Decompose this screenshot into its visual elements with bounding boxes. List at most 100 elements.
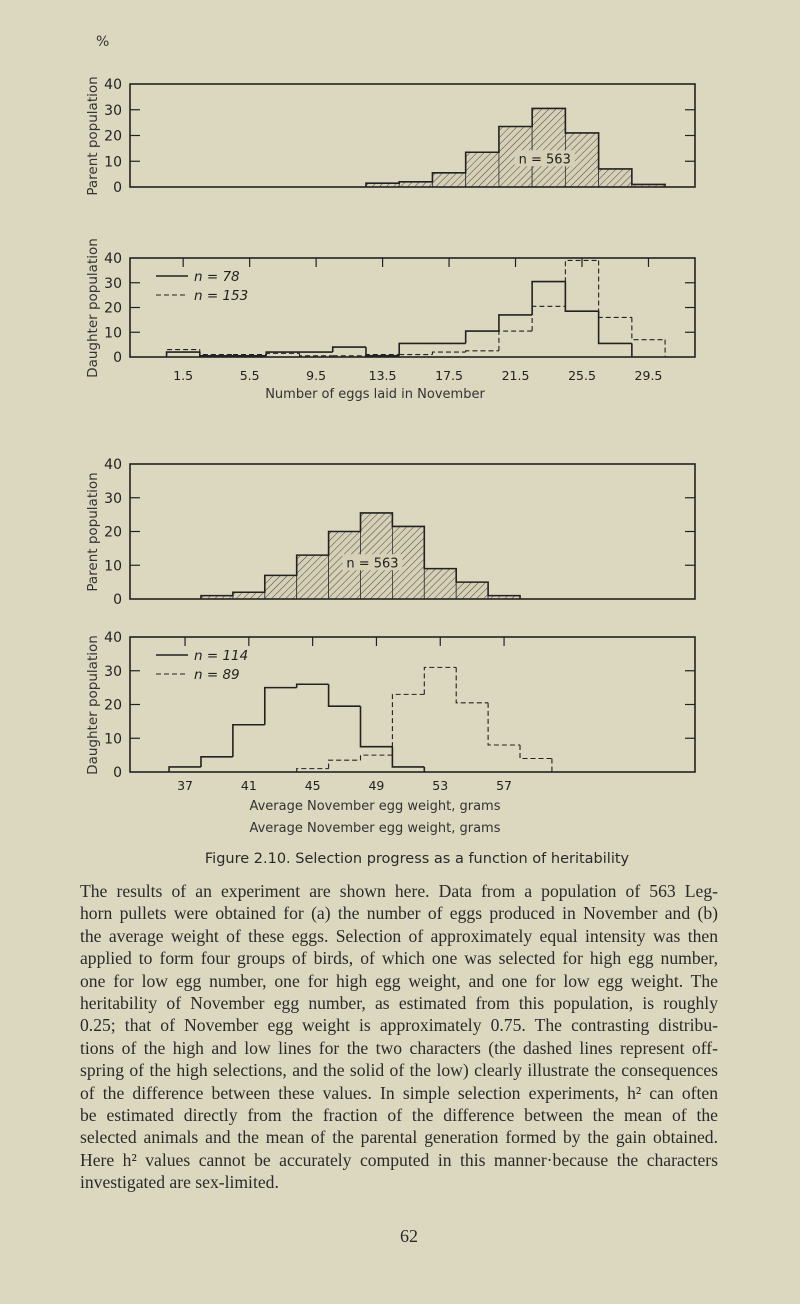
dashed-histogram-step [564, 259, 599, 307]
y-tick-label: 40 [104, 457, 122, 473]
histogram-bar [264, 574, 298, 600]
y-tick-label: 30 [104, 664, 122, 680]
x-tick-label: 57 [496, 778, 512, 793]
paragraph-line: one for low egg number, one for high egg… [80, 970, 718, 991]
paragraph-line: applied to form four groups of birds, of… [80, 948, 718, 969]
solid-histogram-step [295, 683, 329, 688]
histogram-outline [365, 107, 666, 187]
dashed-histogram-step [465, 350, 499, 353]
percent-symbol: % [96, 34, 109, 50]
dashed-histogram-step [298, 353, 333, 357]
solid-histogram-step [498, 314, 533, 332]
histogram-bar [598, 168, 633, 188]
y-tick-label: 0 [113, 765, 122, 781]
solid-histogram-step [168, 766, 201, 772]
x-tick-label: 21.5 [502, 368, 530, 383]
y-tick-label: 10 [104, 325, 122, 341]
x-tick-label: 41 [241, 778, 257, 793]
x-tick-label: 53 [432, 778, 448, 793]
body-paragraph: The results of an experiment are shown h… [80, 880, 718, 1193]
dashed-histogram-step [359, 754, 393, 761]
dashed-histogram-step [455, 667, 489, 704]
page-number: 62 [400, 1226, 418, 1246]
y-tick-label: 30 [104, 103, 122, 119]
dashed-histogram-step [519, 745, 552, 760]
solid-histogram-step [391, 746, 425, 768]
dashed-histogram-step [328, 759, 361, 769]
paragraph-line: investigated are sex-limited. [80, 1172, 279, 1193]
y-tick-label: 20 [104, 301, 122, 317]
paragraph-line: selected animals and the mean of the par… [80, 1127, 718, 1148]
solid-histogram-step [263, 686, 297, 725]
y-tick-label: 0 [113, 350, 122, 366]
solid-histogram-step [331, 346, 366, 353]
histogram-bar [296, 554, 329, 600]
histogram-bar [423, 568, 457, 600]
paragraph-line: spring of the high selections, and the s… [80, 1060, 718, 1081]
solid-histogram-step [398, 342, 433, 356]
dashed-histogram-step [296, 768, 329, 772]
solid-histogram-step [597, 311, 632, 345]
annotation-background [514, 150, 575, 167]
paragraph-line: Here h² values cannot be accurately comp… [80, 1149, 718, 1170]
paragraph-line: of the difference between these values. … [80, 1082, 718, 1103]
figure-2-10: % Average November egg weight, grams 0 10… [85, 34, 696, 836]
histogram-bar [455, 581, 489, 600]
sample-size-annotation: n = 563 [519, 152, 571, 167]
y-tick-label: 40 [104, 251, 122, 267]
dashed-histogram-step [598, 260, 632, 318]
solid-histogram-step [531, 280, 566, 315]
y-tick-label: 40 [104, 630, 122, 646]
y-tick-label: 10 [104, 558, 122, 574]
solid-histogram-step [365, 347, 400, 357]
dashed-histogram-step [423, 666, 457, 695]
y-axis-label: Parent population [85, 472, 101, 591]
paragraph-line: be estimated directly from the fraction … [80, 1104, 718, 1125]
solid-histogram-step [359, 706, 393, 748]
paragraph-line: tions of the high and low lines for the … [80, 1037, 718, 1058]
dashed-histogram-step [531, 305, 566, 332]
y-tick-label: 10 [104, 731, 122, 747]
paragraph-line: 0.25; that of November egg weight is app… [80, 1015, 718, 1036]
solid-histogram-step [464, 330, 499, 344]
y-axis-label: Daughter population [85, 238, 101, 378]
legend-label: n = 114 [194, 648, 248, 664]
x-tick-label: 37 [177, 778, 193, 793]
dashed-histogram-step [265, 352, 300, 355]
x-axis-label: Number of eggs laid in November [265, 387, 485, 402]
duplicate-x-axis-label: Average November egg weight, grams [249, 821, 500, 836]
dashed-histogram-step [199, 349, 234, 356]
solid-histogram-step [564, 281, 599, 313]
x-tick-label: 9.5 [306, 368, 326, 383]
solid-histogram-step [200, 756, 233, 767]
x-tick-label: 45 [305, 778, 321, 793]
y-tick-label: 20 [104, 129, 122, 145]
y-tick-label: 0 [113, 592, 122, 608]
x-tick-label: 1.5 [173, 368, 193, 383]
dashed-histogram-step [498, 330, 533, 351]
x-tick-label: 5.5 [240, 368, 260, 383]
annotation-background [342, 554, 403, 571]
legend-label: n = 78 [194, 269, 240, 285]
histogram-bar [232, 591, 266, 600]
y-tick-label: 20 [104, 525, 122, 541]
legend-label: n = 89 [194, 667, 240, 683]
solid-histogram-step [327, 684, 361, 707]
x-tick-label: 49 [368, 778, 384, 793]
x-axis-label: Average November egg weight, grams [249, 799, 500, 814]
y-tick-label: 30 [104, 491, 122, 507]
histogram-bar [465, 151, 500, 188]
x-tick-label: 25.5 [568, 368, 596, 383]
dashed-histogram-step [631, 317, 666, 341]
y-tick-label: 0 [113, 180, 122, 196]
paragraph-line: the average weight of these eggs. Select… [80, 925, 718, 946]
x-tick-label: 29.5 [635, 368, 663, 383]
paragraph-line: The results of an experiment are shown h… [80, 881, 718, 901]
histogram-bar [432, 172, 467, 188]
dashed-histogram-step [166, 349, 200, 357]
x-tick-label: 17.5 [435, 368, 463, 383]
paragraph-line: horn pullets were obtained for (a) the n… [80, 903, 718, 924]
dashed-histogram-step [391, 693, 425, 756]
y-tick-label: 40 [104, 77, 122, 93]
y-axis-label: Parent population [85, 76, 101, 195]
